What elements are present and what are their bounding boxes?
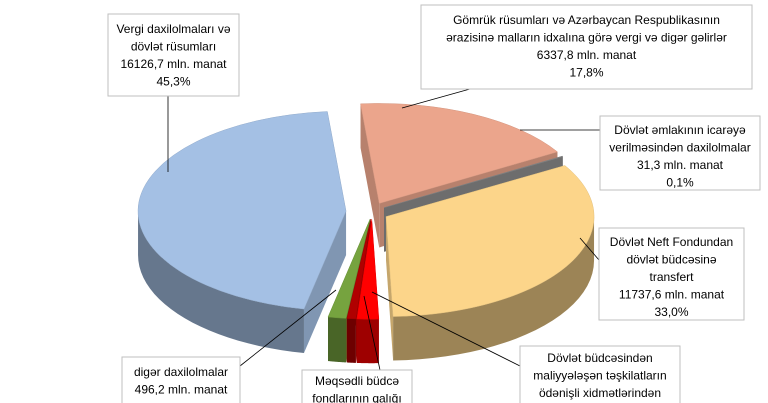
label-name: digər daxilolmalar [134, 365, 228, 379]
slice-wall [303, 211, 347, 354]
label-box [519, 345, 681, 403]
label-name: transfert [649, 270, 694, 284]
slice [346, 219, 372, 320]
label-name: Vergi daxilolmaları və [116, 22, 230, 36]
label-percent: 33,0% [654, 305, 688, 319]
label-value: 496,2 mln. manat [135, 383, 228, 397]
label-value: 31,3 mln. manat [637, 158, 724, 172]
label-percent: 17,8% [569, 66, 603, 80]
label-name: dövlət büdcəsinə [626, 253, 716, 267]
label-name: ərazisinə malların idxalına görə vergi v… [446, 31, 727, 45]
label-value: 16126,7 mln. manat [120, 57, 227, 71]
leader-line [579, 237, 600, 261]
label-name: verilməsindən daxilolmalar [609, 141, 750, 155]
slice-wall [386, 216, 394, 361]
slice [327, 219, 371, 319]
label-name: maliyyələşən təşkilatların [533, 369, 666, 383]
label-box [301, 369, 413, 403]
label-box [121, 356, 241, 403]
label-box [420, 4, 753, 90]
label-name: dövlət rüsumları [131, 40, 216, 54]
labels: Gömrük rüsumları və Azərbaycan Respublik… [107, 4, 761, 403]
label-percent: 0,1% [666, 176, 694, 190]
label-name: Gömrük rüsumları və Azərbaycan Respublik… [453, 13, 720, 27]
slice-side [346, 318, 356, 363]
label-box [107, 13, 240, 97]
label-name: Dövlət büdcəsindən [547, 351, 652, 365]
slice [360, 103, 559, 204]
label-name: fondlarının qalığı [312, 392, 401, 403]
slice [385, 165, 595, 317]
slice-side [393, 216, 595, 361]
slice-side [138, 211, 304, 354]
leader-line [371, 291, 521, 367]
label-box [598, 227, 745, 321]
label-value: 6337,8 mln. manat [537, 48, 637, 62]
slice [137, 111, 347, 310]
leader-line [401, 88, 471, 109]
slice [383, 155, 564, 208]
slice-side [356, 318, 379, 364]
slice-side [328, 317, 347, 363]
label-box [599, 115, 761, 191]
label-name: Məqsədli büdcə [315, 374, 399, 388]
slice [356, 219, 380, 320]
leader-line [239, 289, 337, 367]
leader-line [363, 295, 381, 371]
slice-wall [360, 103, 380, 248]
pie [137, 103, 595, 364]
label-name: Dövlət Neft Fondundan [610, 235, 733, 249]
label-value: 11737,6 mln. manat [619, 288, 725, 302]
label-name: ödənişli xidmətlərindən [539, 386, 661, 400]
label-name: Dövlət əmlakının icarəyə [614, 123, 746, 137]
label-percent: 45,3% [156, 75, 190, 89]
